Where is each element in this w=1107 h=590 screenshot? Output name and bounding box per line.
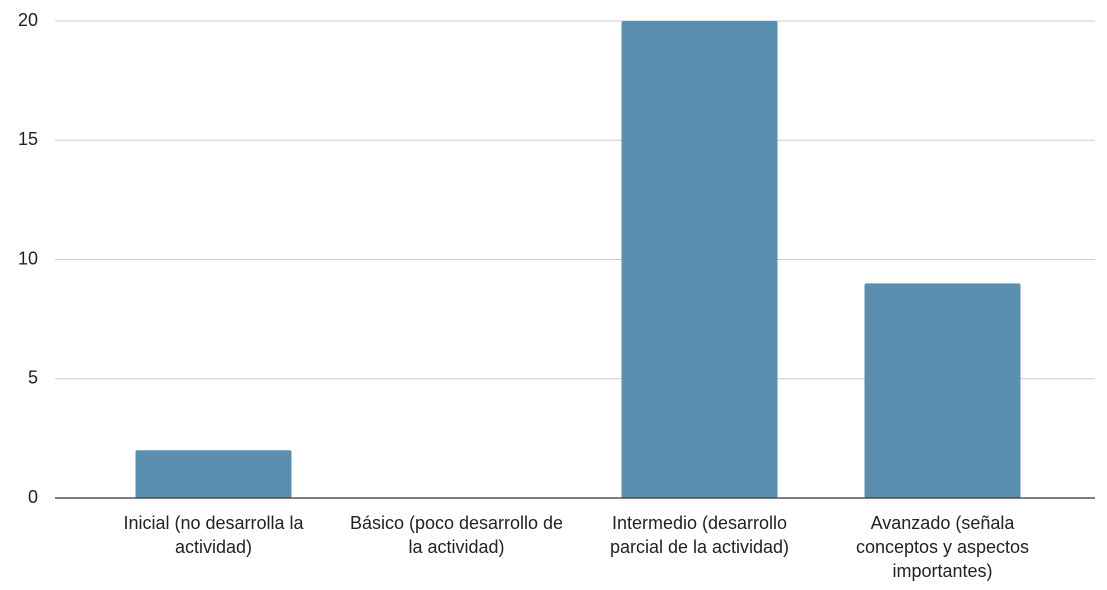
bar [135, 450, 292, 498]
y-tick-label: 5 [28, 368, 38, 388]
bar [621, 21, 778, 498]
x-tick-label: Inicial (no desarrolla la actividad) [123, 513, 304, 557]
y-tick-label: 15 [18, 129, 38, 149]
x-tick-label: Básico (poco desarrollo de la actividad) [349, 513, 564, 557]
x-tick-label: Intermedio (desarrollo parcial de la act… [609, 513, 790, 557]
bar [864, 283, 1021, 498]
y-tick-label: 10 [18, 248, 38, 268]
y-tick-label: 0 [28, 487, 38, 507]
y-tick-label: 20 [18, 10, 38, 30]
x-tick-label: Avanzado (señala conceptos y aspectos im… [855, 513, 1030, 581]
